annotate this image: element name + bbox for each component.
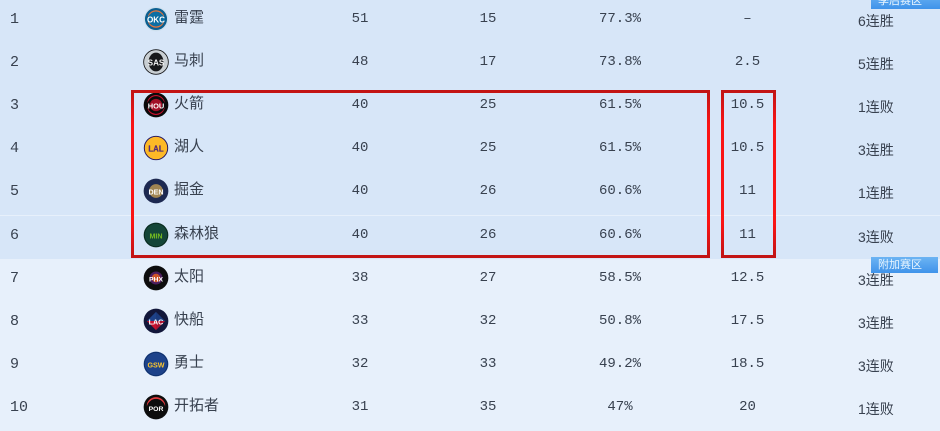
svg-text:SAS: SAS <box>148 59 165 68</box>
svg-text:POR: POR <box>149 406 164 413</box>
svg-text:DEN: DEN <box>148 189 163 197</box>
svg-text:OKC: OKC <box>147 15 165 24</box>
svg-text:PHX: PHX <box>149 276 163 283</box>
svg-text:GSW: GSW <box>147 361 164 369</box>
svg-text:MIN: MIN <box>149 232 162 240</box>
svg-text:LAC: LAC <box>149 318 164 326</box>
svg-text:LAL: LAL <box>148 145 163 154</box>
svg-text:HOU: HOU <box>148 102 165 111</box>
